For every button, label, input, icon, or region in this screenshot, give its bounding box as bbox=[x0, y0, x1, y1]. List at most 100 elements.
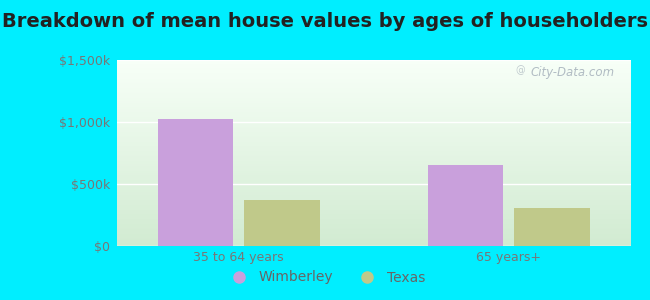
Bar bbox=[117, 139, 630, 140]
Bar bbox=[117, 189, 630, 190]
Bar bbox=[514, 208, 590, 246]
Bar bbox=[117, 87, 630, 88]
Bar bbox=[117, 188, 630, 189]
Bar bbox=[117, 197, 630, 198]
Bar bbox=[117, 96, 630, 97]
Bar bbox=[117, 182, 630, 183]
Bar bbox=[117, 137, 630, 138]
Bar bbox=[117, 131, 630, 132]
Bar bbox=[117, 238, 630, 239]
Bar bbox=[117, 181, 630, 182]
Bar bbox=[117, 88, 630, 89]
Bar bbox=[117, 143, 630, 144]
Bar bbox=[117, 60, 630, 61]
Bar bbox=[117, 215, 630, 216]
Bar bbox=[117, 150, 630, 151]
Bar bbox=[117, 136, 630, 137]
Bar bbox=[117, 125, 630, 126]
Bar bbox=[117, 242, 630, 243]
Bar bbox=[117, 160, 630, 161]
Bar bbox=[117, 240, 630, 241]
Bar bbox=[117, 90, 630, 91]
Bar bbox=[117, 223, 630, 224]
Bar bbox=[117, 203, 630, 204]
Bar bbox=[117, 97, 630, 98]
Bar bbox=[117, 168, 630, 169]
Bar bbox=[117, 216, 630, 217]
Bar bbox=[117, 155, 630, 156]
Bar bbox=[117, 227, 630, 228]
Bar bbox=[117, 173, 630, 174]
Bar bbox=[117, 124, 630, 125]
Bar bbox=[117, 162, 630, 163]
Bar bbox=[117, 99, 630, 100]
Bar bbox=[117, 236, 630, 237]
Bar bbox=[117, 191, 630, 192]
Bar bbox=[117, 207, 630, 208]
Bar bbox=[117, 91, 630, 92]
Bar bbox=[117, 62, 630, 63]
Bar bbox=[117, 233, 630, 234]
Bar bbox=[117, 241, 630, 242]
Bar bbox=[117, 151, 630, 152]
Bar bbox=[117, 69, 630, 70]
Bar bbox=[117, 219, 630, 220]
Bar bbox=[117, 142, 630, 143]
Bar bbox=[117, 112, 630, 113]
Bar bbox=[117, 115, 630, 116]
Bar bbox=[117, 63, 630, 64]
Bar bbox=[117, 176, 630, 177]
Bar bbox=[117, 187, 630, 188]
Bar bbox=[117, 81, 630, 82]
Bar bbox=[117, 117, 630, 118]
Bar bbox=[117, 66, 630, 67]
Bar bbox=[117, 180, 630, 181]
Bar bbox=[117, 235, 630, 236]
Bar bbox=[117, 230, 630, 231]
Bar bbox=[117, 161, 630, 162]
Bar bbox=[117, 234, 630, 235]
Bar bbox=[117, 135, 630, 136]
Bar bbox=[117, 92, 630, 94]
Bar bbox=[117, 231, 630, 232]
Bar bbox=[117, 194, 630, 195]
Bar bbox=[117, 127, 630, 128]
Bar bbox=[117, 200, 630, 201]
Bar bbox=[117, 98, 630, 99]
Bar bbox=[117, 67, 630, 68]
Bar bbox=[117, 170, 630, 171]
Bar bbox=[117, 76, 630, 77]
Bar bbox=[117, 102, 630, 103]
Bar bbox=[117, 169, 630, 170]
Bar bbox=[117, 101, 630, 102]
Bar bbox=[117, 64, 630, 66]
Bar bbox=[117, 106, 630, 107]
Bar bbox=[117, 183, 630, 184]
Bar bbox=[117, 100, 630, 101]
Bar bbox=[117, 171, 630, 172]
Bar bbox=[117, 82, 630, 83]
Bar bbox=[117, 116, 630, 117]
Bar bbox=[117, 79, 630, 80]
Bar bbox=[117, 80, 630, 81]
Bar bbox=[117, 134, 630, 135]
Bar bbox=[117, 123, 630, 124]
Bar bbox=[117, 212, 630, 214]
Bar bbox=[117, 133, 630, 134]
Bar bbox=[117, 238, 630, 239]
Bar bbox=[117, 165, 630, 166]
Bar bbox=[117, 84, 630, 85]
Bar bbox=[117, 140, 630, 141]
Bar bbox=[117, 172, 630, 173]
Bar bbox=[117, 126, 630, 127]
Bar bbox=[117, 70, 630, 71]
Bar bbox=[117, 221, 630, 222]
Bar bbox=[117, 184, 630, 185]
Bar bbox=[117, 218, 630, 219]
Bar bbox=[117, 157, 630, 158]
Bar bbox=[117, 118, 630, 119]
Bar bbox=[117, 111, 630, 112]
Bar bbox=[117, 226, 630, 227]
Bar bbox=[117, 147, 630, 148]
Bar bbox=[117, 209, 630, 210]
